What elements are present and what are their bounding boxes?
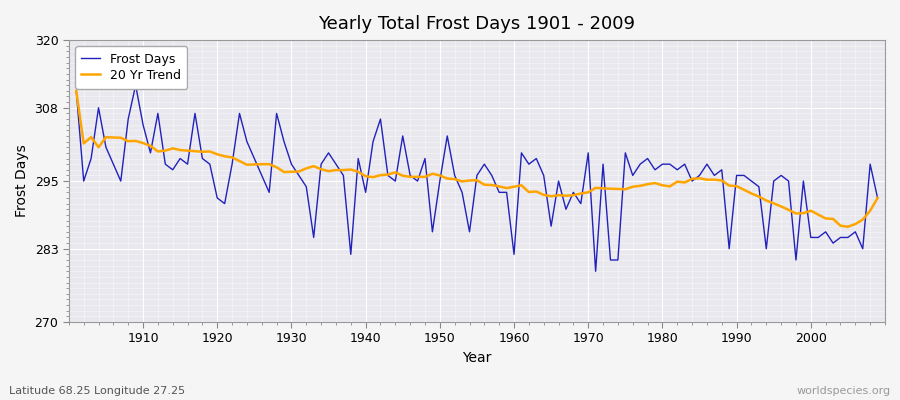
Frost Days bbox=[872, 196, 883, 200]
20 Yr Trend bbox=[872, 196, 883, 200]
20 Yr Trend bbox=[842, 224, 853, 229]
Title: Yearly Total Frost Days 1901 - 2009: Yearly Total Frost Days 1901 - 2009 bbox=[319, 15, 635, 33]
20 Yr Trend bbox=[508, 184, 519, 189]
X-axis label: Year: Year bbox=[463, 351, 491, 365]
20 Yr Trend bbox=[293, 169, 304, 174]
Frost Days bbox=[130, 83, 141, 88]
Frost Days bbox=[590, 269, 601, 274]
Frost Days bbox=[613, 258, 624, 262]
Frost Days bbox=[301, 184, 311, 189]
Text: worldspecies.org: worldspecies.org bbox=[796, 386, 891, 396]
Legend: Frost Days, 20 Yr Trend: Frost Days, 20 Yr Trend bbox=[75, 46, 187, 89]
Frost Days bbox=[346, 252, 356, 257]
Line: 20 Yr Trend: 20 Yr Trend bbox=[76, 91, 878, 227]
20 Yr Trend bbox=[598, 186, 608, 191]
20 Yr Trend bbox=[71, 88, 82, 93]
Frost Days bbox=[516, 150, 526, 155]
Frost Days bbox=[508, 252, 519, 257]
Frost Days bbox=[138, 122, 148, 127]
20 Yr Trend bbox=[338, 168, 349, 172]
20 Yr Trend bbox=[501, 186, 512, 190]
Frost Days bbox=[71, 88, 82, 93]
Y-axis label: Frost Days: Frost Days bbox=[15, 145, 29, 218]
Line: Frost Days: Frost Days bbox=[76, 85, 878, 271]
20 Yr Trend bbox=[130, 138, 141, 143]
Text: Latitude 68.25 Longitude 27.25: Latitude 68.25 Longitude 27.25 bbox=[9, 386, 185, 396]
